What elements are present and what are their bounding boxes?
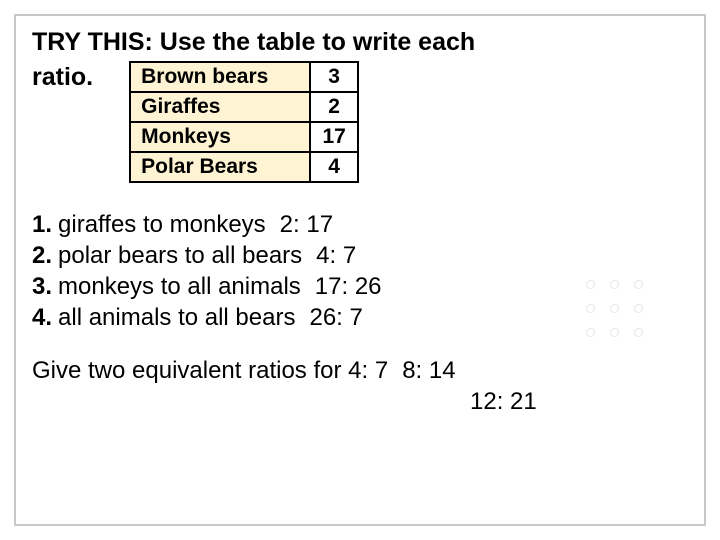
table-cell-value: 3 <box>310 62 358 92</box>
problem-text: giraffes to monkeys <box>58 209 266 240</box>
bottom-answer-1: 8: 14 <box>402 355 455 386</box>
problem-item: 2. polar bears to all bears 4: 7 <box>32 240 688 271</box>
slide-frame: TRY THIS: Use the table to write each ra… <box>14 14 706 526</box>
table-row: Brown bears 3 <box>130 62 358 92</box>
problem-text: polar bears to all bears <box>58 240 302 271</box>
problem-answer: 4: 7 <box>316 240 356 271</box>
bottom-question-text: Give two equivalent ratios for 4: 7 <box>32 355 388 386</box>
problem-text: monkeys to all animals <box>58 271 301 302</box>
table-row: Monkeys 17 <box>130 122 358 152</box>
table-cell-value: 17 <box>310 122 358 152</box>
table-row: Giraffes 2 <box>130 92 358 122</box>
bottom-question-block: Give two equivalent ratios for 4: 7 8: 1… <box>32 355 688 417</box>
problem-text: all animals to all bears <box>58 302 295 333</box>
problem-answer: 26: 7 <box>309 302 362 333</box>
table-cell-value: 4 <box>310 152 358 182</box>
table-cell-label: Polar Bears <box>130 152 310 182</box>
problem-number: 2. <box>32 240 52 271</box>
table-cell-label: Brown bears <box>130 62 310 92</box>
problem-number: 1. <box>32 209 52 240</box>
title-row2: ratio. Brown bears 3 Giraffes 2 Monkeys … <box>32 63 688 183</box>
problem-number: 4. <box>32 302 52 333</box>
animal-table: Brown bears 3 Giraffes 2 Monkeys 17 Pola… <box>129 61 359 183</box>
table-row: Polar Bears 4 <box>130 152 358 182</box>
problem-answer: 2: 17 <box>280 209 333 240</box>
problem-item: 1. giraffes to monkeys 2: 17 <box>32 209 688 240</box>
bottom-question-line: Give two equivalent ratios for 4: 7 8: 1… <box>32 355 688 386</box>
bottom-answer-2: 12: 21 <box>32 386 688 417</box>
title-line2: ratio. <box>32 63 129 92</box>
problems-list: 1. giraffes to monkeys 2: 17 2. polar be… <box>32 209 688 334</box>
problem-item: 3. monkeys to all animals 17: 26 <box>32 271 688 302</box>
title-line1: TRY THIS: Use the table to write each <box>32 26 688 59</box>
problem-answer: 17: 26 <box>315 271 382 302</box>
table-cell-label: Monkeys <box>130 122 310 152</box>
table-cell-label: Giraffes <box>130 92 310 122</box>
problem-item: 4. all animals to all bears 26: 7 <box>32 302 688 333</box>
table-cell-value: 2 <box>310 92 358 122</box>
problem-number: 3. <box>32 271 52 302</box>
